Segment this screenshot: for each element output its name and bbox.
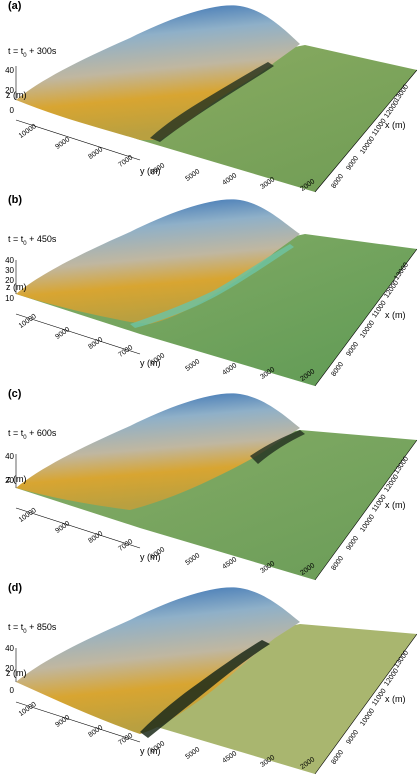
- time-label: t = t0 + 450s: [8, 234, 57, 247]
- z-axis-label: z (m): [6, 668, 27, 678]
- panel-a: (a) t = t0 + 300s z (m) 40 20 0 y (m) x …: [0, 0, 417, 194]
- x-axis-label: x (m): [385, 310, 406, 320]
- z-axis-label: z (m): [6, 90, 27, 100]
- y-axis-label: y (m): [140, 358, 161, 368]
- sea-surface: [16, 234, 417, 386]
- hill-surface: [16, 199, 300, 324]
- panel-d: (d) t = t0 + 850s z (m) 40 20 0 y (m) x …: [0, 582, 417, 776]
- panel-label: (d): [8, 582, 23, 594]
- time-label: t = t0 + 850s: [8, 622, 57, 635]
- x-axis-label: x (m): [385, 120, 406, 130]
- sea-surface: [16, 624, 417, 774]
- hill-surface: [16, 587, 300, 734]
- y-axis-label: y (m): [140, 746, 161, 756]
- wave-front: [130, 244, 294, 328]
- panel-c: (c) t = t0 + 600s z (m) 40 20 y (m) x (m…: [0, 388, 417, 582]
- z-tick: 40: [5, 452, 14, 461]
- z-tick: 30: [5, 266, 14, 275]
- z-tick: 20: [5, 664, 14, 673]
- time-label: t = t0 + 600s: [8, 428, 57, 441]
- surface-plot-c: [15, 393, 417, 581]
- sea-surface: [16, 430, 417, 580]
- panel-label: (a): [8, 0, 22, 12]
- z-tick: 10: [5, 294, 14, 303]
- z-tick: 0: [9, 686, 14, 695]
- z-tick: 20: [5, 86, 14, 95]
- time-label: t = t0 + 300s: [8, 46, 57, 59]
- surface-plot-d: [15, 587, 417, 775]
- z-tick: 40: [5, 644, 14, 653]
- y-axis-label: y (m): [140, 166, 161, 176]
- wave-front: [250, 430, 305, 464]
- x-axis-label: x (m): [385, 500, 406, 510]
- z-tick: 20: [5, 476, 14, 485]
- surface-plot-b: [15, 199, 417, 387]
- hill-surface: [16, 5, 300, 141]
- hill-surface: [16, 393, 300, 510]
- y-axis-label: y (m): [140, 552, 161, 562]
- panel-label: (c): [8, 388, 22, 400]
- panel-b: (b) t = t0 + 450s z (m) 40 30 20 10 y (m…: [0, 194, 417, 388]
- wave-front: [150, 62, 274, 142]
- wave-front: [140, 640, 270, 738]
- z-axis-label: z (m): [6, 282, 27, 292]
- x-axis-label: x (m): [385, 694, 406, 704]
- z-tick: 40: [5, 66, 14, 75]
- z-tick: 0: [9, 106, 14, 115]
- panel-label: (b): [8, 194, 23, 206]
- z-axis-label: z (m): [6, 474, 27, 484]
- z-tick: 20: [5, 276, 14, 285]
- surface-plot-a: [15, 5, 417, 193]
- z-tick: 40: [5, 256, 14, 265]
